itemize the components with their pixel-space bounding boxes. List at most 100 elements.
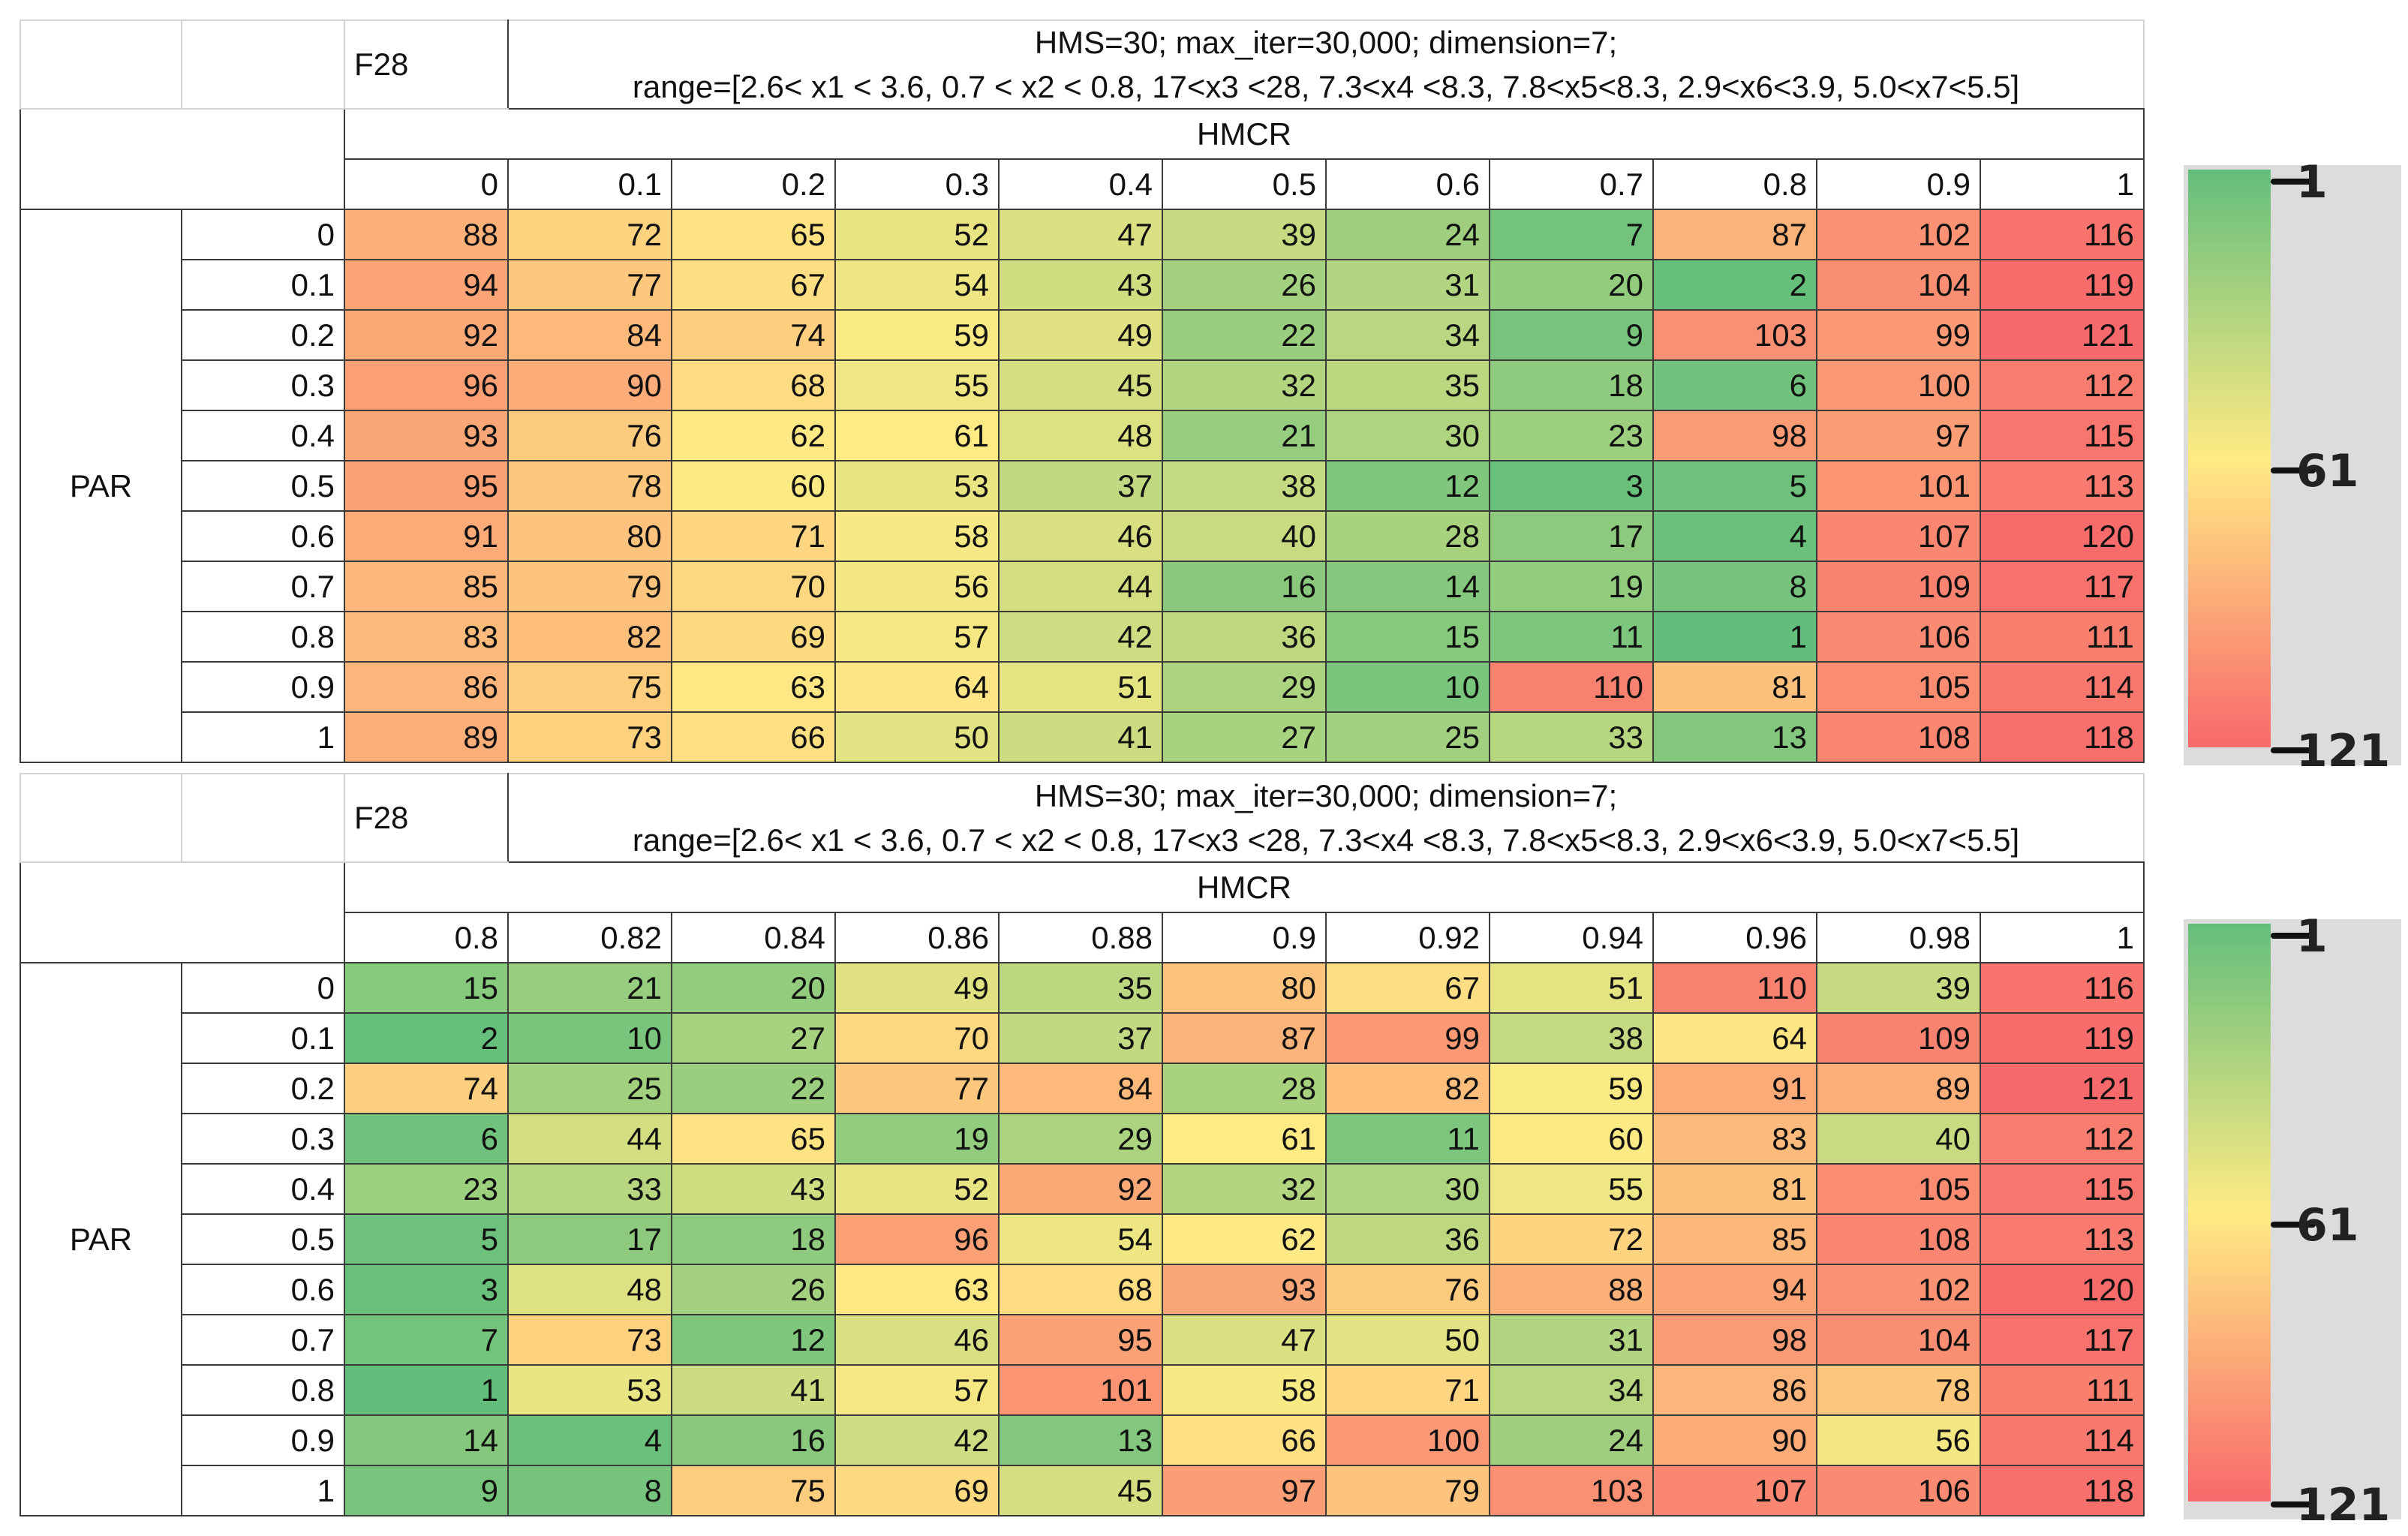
hmcr-tick: 0.94 (1489, 912, 1654, 963)
heatmap-cell: 67 (1325, 962, 1490, 1014)
heatmap-cell: 62 (1162, 1213, 1327, 1265)
heatmap-cell: 40 (1816, 1113, 1981, 1165)
heatmap-cell: 11 (1489, 611, 1654, 663)
heatmap-cell: 55 (834, 359, 1000, 411)
heatmap-cell: 74 (344, 1063, 509, 1114)
heatmap-cell: 112 (1980, 359, 2145, 411)
heatmap-cell: 17 (507, 1213, 672, 1265)
heatmap-cell: 2 (1652, 259, 1817, 311)
corner-blank (20, 773, 182, 863)
heatmap-cell: 51 (998, 661, 1163, 713)
heatmap-cell: 41 (998, 711, 1163, 763)
heatmap-cell: 26 (1162, 259, 1327, 311)
heatmap-cell: 24 (1325, 209, 1490, 260)
function-name: F28 (344, 20, 509, 110)
heatmap-cell: 7 (1489, 209, 1654, 260)
heatmap-cell: 30 (1325, 1163, 1490, 1215)
heatmap-cell: 46 (998, 510, 1163, 562)
heatmap-cell: 63 (834, 1264, 1000, 1315)
heatmap-cell: 59 (834, 309, 1000, 361)
heatmap-cell: 14 (344, 1414, 509, 1466)
par-tick: 0.8 (181, 1364, 345, 1416)
heatmap-cell: 53 (507, 1364, 672, 1416)
heatmap-cell: 18 (671, 1213, 836, 1265)
heatmap-cell: 1 (1652, 611, 1817, 663)
range-line: range=[2.6< x1 < 3.6, 0.7 < x2 < 0.8, 17… (507, 818, 2145, 863)
heatmap-cell: 23 (344, 1163, 509, 1215)
heatmap-cell: 82 (1325, 1063, 1490, 1114)
heatmap-cell: 108 (1816, 1213, 1981, 1265)
heatmap-cell: 104 (1816, 1314, 1981, 1366)
heatmap-cell: 85 (344, 561, 509, 612)
hmcr-tick: 0.84 (671, 912, 836, 963)
heatmap-cell: 76 (1325, 1264, 1490, 1315)
table-row: 0.3 6 44 65 19 29 61 11 60 83 40 112 (20, 1113, 2145, 1165)
heatmap-cell: 112 (1980, 1113, 2145, 1165)
corner-blank (181, 20, 345, 110)
heatmap-cell: 94 (1652, 1264, 1817, 1315)
heatmap-cell: 96 (344, 359, 509, 411)
heatmap-cell: 91 (344, 510, 509, 562)
heatmap-cell: 45 (998, 1465, 1163, 1516)
heatmap-cell: 78 (507, 460, 672, 512)
color-scale-legend-bottom: 1 61 121 (2184, 910, 2408, 1531)
heatmap-cell: 92 (998, 1163, 1163, 1215)
legend-gradient (2188, 170, 2271, 747)
heatmap-cell: 2 (344, 1012, 509, 1064)
heatmap-cell: 51 (1489, 962, 1654, 1014)
table-row: 1 9 8 75 69 45 97 79 103 107 106 118 (20, 1465, 2145, 1516)
par-tick: 0.6 (181, 1264, 345, 1315)
par-tick: 0.9 (181, 1414, 345, 1466)
heatmap-cell: 47 (998, 209, 1163, 260)
heatmap-cell: 68 (998, 1264, 1163, 1315)
heatmap-cell: 57 (834, 611, 1000, 663)
heatmap-cell: 84 (998, 1063, 1163, 1114)
heatmap-cell: 103 (1652, 309, 1817, 361)
heatmap-cell: 71 (1325, 1364, 1490, 1416)
heatmap-cell: 115 (1980, 410, 2145, 461)
hmcr-tick: 0.4 (998, 158, 1163, 210)
heatmap-cell: 104 (1816, 259, 1981, 311)
table-row: 0.5 95 78 60 53 37 38 12 3 5 101 113 (20, 460, 2145, 512)
heatmap-cell: 75 (507, 661, 672, 713)
heatmap-cell: 97 (1162, 1465, 1327, 1516)
heatmap-cell: 22 (671, 1063, 836, 1114)
legend-gradient (2188, 924, 2271, 1501)
heatmap-cell: 58 (834, 510, 1000, 562)
heatmap-cell: 1 (344, 1364, 509, 1416)
heatmap-cell: 65 (671, 209, 836, 260)
heatmap-cell: 52 (834, 1163, 1000, 1215)
heatmap-cell: 88 (344, 209, 509, 260)
heatmap-cell: 26 (671, 1264, 836, 1315)
heatmap-cell: 60 (1489, 1113, 1654, 1165)
heatmap-cell: 87 (1162, 1012, 1327, 1064)
table-row: 0.2 92 84 74 59 49 22 34 9 103 99 121 (20, 309, 2145, 361)
hmcr-tick: 0 (344, 158, 509, 210)
heatmap-cell: 38 (1162, 460, 1327, 512)
hmcr-tick: 0.8 (344, 912, 509, 963)
hmcr-tick: 0.2 (671, 158, 836, 210)
heatmap-cell: 75 (671, 1465, 836, 1516)
heatmap-cell: 43 (671, 1163, 836, 1215)
heatmap-cell: 80 (507, 510, 672, 562)
par-tick: 0.4 (181, 410, 345, 461)
heatmap-cell: 43 (998, 259, 1163, 311)
heatmap-cell: 119 (1980, 1012, 2145, 1064)
heatmap-cell: 116 (1980, 209, 2145, 260)
heatmap-cell: 19 (1489, 561, 1654, 612)
heatmap-cell: 70 (834, 1012, 1000, 1064)
par-axis-label: PAR (20, 962, 182, 1516)
par-tick: 0.7 (181, 561, 345, 612)
heatmap-cell: 25 (507, 1063, 672, 1114)
legend-min-label: 1 (2296, 910, 2328, 963)
heatmap-cell: 59 (1489, 1063, 1654, 1114)
heatmap-cell: 3 (1489, 460, 1654, 512)
heatmap-cell: 69 (671, 611, 836, 663)
heatmap-cell: 105 (1816, 661, 1981, 713)
heatmap-cell: 3 (344, 1264, 509, 1315)
corner-blank (20, 20, 182, 110)
heatmap-cell: 34 (1325, 309, 1490, 361)
heatmap-cell: 86 (1652, 1364, 1817, 1416)
hmcr-tick: 0.88 (998, 912, 1163, 963)
par-tick: 0 (181, 962, 345, 1014)
